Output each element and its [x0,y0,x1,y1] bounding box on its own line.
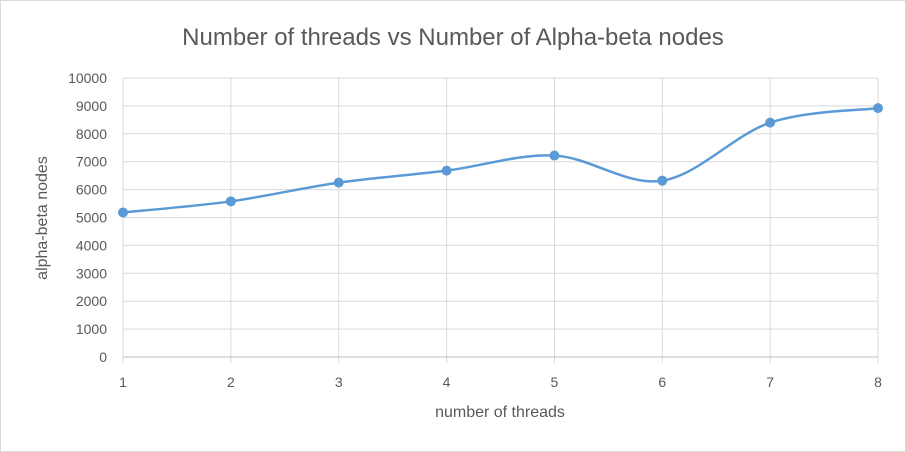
x-tick-label: 3 [335,374,343,390]
data-point [441,165,452,176]
x-tick-labels: 1 2 3 4 5 6 7 8 [119,374,882,390]
data-point [118,207,128,218]
y-tick-label: 4000 [76,237,107,253]
y-tick-label: 7000 [76,154,107,170]
data-point [657,175,668,186]
x-tick-label: 5 [551,374,559,390]
y-tick-label: 9000 [76,98,107,114]
x-tick-label: 1 [119,374,127,390]
y-tick-label: 6000 [76,182,107,198]
x-tick-label: 7 [766,374,774,390]
y-tick-label: 0 [99,349,107,365]
y-tick-labels: 0 1000 2000 3000 4000 5000 6000 7000 8000 9000 100… [68,70,107,365]
data-point [549,150,560,161]
y-tick-label: 1000 [76,321,107,337]
y-tick-label: 8000 [76,126,107,142]
x-tick-label: 4 [443,374,451,390]
x-tick-label: 2 [227,374,235,390]
x-tick-label: 6 [658,374,666,390]
data-point [765,117,776,128]
x-tick-label: 8 [874,374,882,390]
y-axis-label: alpha-beta nodes [34,156,51,280]
y-tick-label: 5000 [76,210,107,226]
data-point [873,103,883,114]
x-axis-label: number of threads [435,404,565,421]
y-tick-label: 2000 [76,293,107,309]
data-point [225,196,236,207]
chart-title: Number of threads vs Number of Alpha-bet… [182,24,724,51]
grid [122,77,879,363]
data-point [333,177,344,188]
y-tick-label: 3000 [76,265,107,281]
data-points [118,103,883,218]
y-tick-label: 10000 [68,70,107,86]
series-line [122,106,879,214]
